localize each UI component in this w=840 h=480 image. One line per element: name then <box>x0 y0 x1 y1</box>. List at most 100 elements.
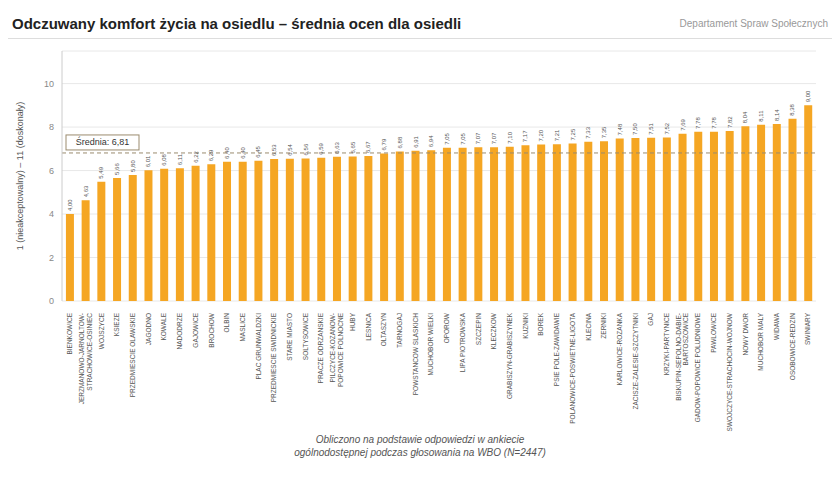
svg-text:8,04: 8,04 <box>742 111 748 123</box>
svg-text:STARE MIASTO: STARE MIASTO <box>286 313 293 361</box>
svg-text:POWSTANCOW SLASKICH: POWSTANCOW SLASKICH <box>412 313 419 396</box>
svg-text:NADODRZE: NADODRZE <box>176 312 183 349</box>
svg-text:BROCHOW: BROCHOW <box>208 312 215 348</box>
svg-text:7,25: 7,25 <box>570 128 576 140</box>
svg-text:BIENKOWICE: BIENKOWICE <box>66 312 73 354</box>
svg-text:MUCHOBOR WIELKI: MUCHOBOR WIELKI <box>427 313 434 376</box>
svg-text:7,07: 7,07 <box>491 132 497 144</box>
svg-text:6,65: 6,65 <box>350 141 356 153</box>
svg-text:PRACZE ODRZANSKIE: PRACZE ODRZANSKIE <box>317 312 324 383</box>
svg-text:JAGODNO: JAGODNO <box>145 313 152 345</box>
svg-text:GRABISZYN-GRABISZYNEK: GRABISZYN-GRABISZYNEK <box>506 312 513 399</box>
svg-text:LIPA PIOTROWSKA: LIPA PIOTROWSKA <box>459 312 466 372</box>
svg-text:6,29: 6,29 <box>208 149 214 161</box>
svg-text:KOWALE: KOWALE <box>160 312 167 340</box>
svg-text:PRZEDMIESCIE OLAWSKIE: PRZEDMIESCIE OLAWSKIE <box>129 312 136 397</box>
svg-text:WIDAWA: WIDAWA <box>773 312 780 340</box>
svg-text:PRZEDMIESCIE SWIDNICKIE: PRZEDMIESCIE SWIDNICKIE <box>270 312 277 402</box>
svg-text:6,40: 6,40 <box>240 147 246 159</box>
svg-text:6,88: 6,88 <box>397 136 403 148</box>
svg-text:8,11: 8,11 <box>758 110 764 122</box>
svg-text:6,01: 6,01 <box>145 155 151 167</box>
svg-text:6,91: 6,91 <box>413 135 419 147</box>
svg-text:6: 6 <box>49 166 54 176</box>
svg-text:LESNICA: LESNICA <box>365 312 372 340</box>
svg-text:4,63: 4,63 <box>83 185 89 197</box>
svg-text:0: 0 <box>49 296 54 306</box>
svg-text:6,79: 6,79 <box>381 138 387 150</box>
svg-text:ZERNIKI: ZERNIKI <box>600 313 607 339</box>
svg-text:PLAC GRUNWALDZKI: PLAC GRUNWALDZKI <box>255 313 262 380</box>
svg-text:HUBY: HUBY <box>349 312 356 331</box>
svg-text:7,82: 7,82 <box>727 116 733 128</box>
svg-text:OPOROW: OPOROW <box>443 312 450 343</box>
svg-text:6,53: 6,53 <box>271 144 277 156</box>
svg-text:6,63: 6,63 <box>334 142 340 154</box>
svg-text:Średnia: 6,81: Średnia: 6,81 <box>76 136 130 147</box>
svg-text:4: 4 <box>49 209 54 219</box>
svg-text:PAWLOWICE: PAWLOWICE <box>710 312 717 352</box>
svg-text:6,54: 6,54 <box>287 143 293 155</box>
svg-text:7,07: 7,07 <box>475 132 481 144</box>
svg-text:6,08: 6,08 <box>161 153 167 165</box>
svg-text:KSIEZE: KSIEZE <box>113 312 120 336</box>
svg-text:KLECINA: KLECINA <box>585 312 592 340</box>
svg-text:7,35: 7,35 <box>601 126 607 138</box>
svg-text:7,69: 7,69 <box>680 118 686 130</box>
svg-text:6,40: 6,40 <box>224 147 230 159</box>
svg-text:6,94: 6,94 <box>428 135 434 147</box>
svg-text:SWOJCZYCE-STRACHOCIN-WOJNOW: SWOJCZYCE-STRACHOCIN-WOJNOW <box>726 312 733 431</box>
svg-text:7,51: 7,51 <box>648 122 654 134</box>
svg-text:9,00: 9,00 <box>805 90 811 102</box>
svg-text:OLBIN: OLBIN <box>223 313 230 333</box>
svg-text:8,14: 8,14 <box>774 109 780 121</box>
svg-text:6,11: 6,11 <box>177 153 183 165</box>
svg-text:4,00: 4,00 <box>67 199 73 211</box>
svg-text:KARLOWICE-ROZANKA: KARLOWICE-ROZANKA <box>616 312 623 385</box>
svg-text:KRZYKI-PARTYNICE: KRZYKI-PARTYNICE <box>663 312 670 375</box>
svg-text:6,56: 6,56 <box>303 143 309 155</box>
svg-text:BOREK: BOREK <box>537 312 544 335</box>
svg-text:7,78: 7,78 <box>695 117 701 129</box>
svg-text:2: 2 <box>49 253 54 263</box>
svg-text:7,21: 7,21 <box>554 129 560 141</box>
svg-text:6,67: 6,67 <box>365 141 371 153</box>
svg-text:KLECZKOW: KLECZKOW <box>490 312 497 349</box>
svg-text:8: 8 <box>49 122 54 132</box>
svg-text:7,50: 7,50 <box>632 123 638 135</box>
svg-text:NOWY DWOR: NOWY DWOR <box>742 313 749 356</box>
svg-text:8,38: 8,38 <box>790 103 796 115</box>
svg-text:7,05: 7,05 <box>460 132 466 144</box>
svg-text:7,10: 7,10 <box>507 131 513 143</box>
svg-text:5,66: 5,66 <box>114 163 120 175</box>
svg-text:1 (nieakceptowalny) – 11 (dosk: 1 (nieakceptowalny) – 11 (doskonały) <box>15 102 25 250</box>
svg-text:POLANOWICE-POSWIETNE-LIGOTA: POLANOWICE-POSWIETNE-LIGOTA <box>569 312 576 423</box>
svg-text:SWINIARY: SWINIARY <box>804 312 811 345</box>
svg-text:JERZMANOWO-JARNOLTOW-STRACHOWI: JERZMANOWO-JARNOLTOW-STRACHOWICE-OSINIEC <box>78 313 93 405</box>
svg-text:7,33: 7,33 <box>585 126 591 138</box>
svg-text:MASLICE: MASLICE <box>239 312 246 341</box>
svg-text:PSIE POLE-ZAWIDAWIE: PSIE POLE-ZAWIDAWIE <box>553 312 560 386</box>
svg-text:OLTASZYN: OLTASZYN <box>380 313 387 347</box>
svg-text:OSOBOWICE-REDZIN: OSOBOWICE-REDZIN <box>789 313 796 380</box>
svg-text:SOLTYSOWICE: SOLTYSOWICE <box>302 312 309 360</box>
svg-text:10: 10 <box>44 79 54 89</box>
svg-text:PILCZYCE-KOZANOW-POPOWICE POLN: PILCZYCE-KOZANOW-POPOWICE POLNOCNE <box>329 312 344 387</box>
svg-text:MUCHOBOR MALY: MUCHOBOR MALY <box>757 312 764 370</box>
svg-text:6,59: 6,59 <box>318 142 324 154</box>
svg-text:5,49: 5,49 <box>98 166 104 178</box>
svg-text:GAJOWICE: GAJOWICE <box>192 312 199 347</box>
svg-text:6,22: 6,22 <box>193 150 199 162</box>
svg-text:GADOW-POPOWICE POLUDNIOWE: GADOW-POPOWICE POLUDNIOWE <box>694 312 701 422</box>
svg-text:7,78: 7,78 <box>711 117 717 129</box>
svg-text:ZACISZE-ZALESIE-SZCZYTNIKI: ZACISZE-ZALESIE-SZCZYTNIKI <box>632 313 639 410</box>
svg-text:6,45: 6,45 <box>255 145 261 157</box>
svg-text:7,17: 7,17 <box>522 130 528 142</box>
svg-text:5,80: 5,80 <box>130 160 136 172</box>
svg-text:7,05: 7,05 <box>444 132 450 144</box>
svg-text:WOJSZYCE: WOJSZYCE <box>98 312 105 349</box>
svg-text:7,20: 7,20 <box>538 129 544 141</box>
svg-text:SZCZEPIN: SZCZEPIN <box>475 313 482 345</box>
svg-text:GAJ: GAJ <box>647 313 654 326</box>
svg-text:TARNOGAJ: TARNOGAJ <box>396 313 403 348</box>
